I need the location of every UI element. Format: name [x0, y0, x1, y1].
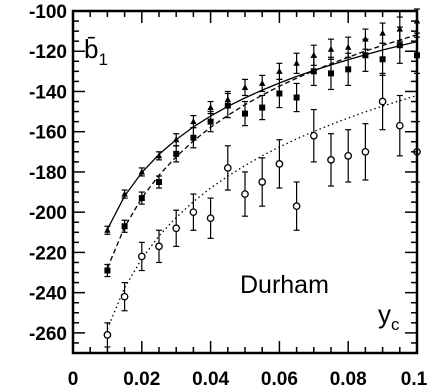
data-point-square — [138, 195, 145, 202]
y-tick-label: -220 — [29, 243, 67, 264]
y-tick-label: -160 — [29, 123, 67, 144]
data-point-circle — [395, 121, 404, 130]
data-point-triangle — [276, 67, 283, 74]
y-axis-label: b̄1 — [84, 34, 108, 69]
data-point-triangle — [310, 51, 317, 58]
data-point-square — [345, 66, 352, 73]
data-point-square — [293, 94, 300, 101]
data-point-square — [104, 267, 111, 274]
data-point-square — [328, 70, 334, 77]
data-point-circle — [120, 292, 129, 301]
y-tick-label: -260 — [29, 324, 67, 345]
x-tick-label: 0.08 — [330, 369, 367, 387]
data-point-triangle — [190, 118, 197, 125]
data-point-triangle — [396, 25, 403, 32]
data-point-circle — [361, 147, 370, 156]
axis-ticks — [72, 10, 418, 354]
data-point-triangle — [104, 226, 111, 233]
data-point-circle — [155, 242, 163, 251]
data-point-circle — [309, 131, 318, 140]
data-point-triangle — [293, 59, 300, 66]
x-axis-label: yc — [378, 299, 400, 334]
y-tick-label: -180 — [29, 163, 67, 184]
data-point-circle — [241, 190, 249, 198]
data-point-square — [276, 90, 283, 97]
data-point-circle — [292, 202, 301, 210]
data-point-square — [207, 118, 214, 125]
data-point-circle — [344, 151, 353, 160]
data-point-circle — [189, 208, 198, 217]
data-point-circle — [378, 97, 387, 106]
data-point-square — [242, 110, 248, 117]
y-tick-label: -120 — [29, 42, 67, 63]
y-tick-label: -100 — [29, 2, 67, 23]
x-tick-label: 0.1 — [401, 369, 428, 387]
data-point-circle — [223, 164, 232, 172]
data-point-circle — [206, 214, 215, 223]
data-point-triangle — [241, 83, 249, 90]
x-tick-label: 0.06 — [261, 369, 298, 387]
data-point-triangle — [138, 168, 145, 175]
data-point-circle — [103, 331, 112, 339]
data-point-triangle — [379, 29, 386, 36]
x-tick-label: 0 — [68, 369, 79, 387]
y-tick-label: -200 — [29, 203, 67, 224]
data-point-square — [259, 104, 266, 111]
data-point-triangle — [173, 136, 180, 143]
data-point-circle — [327, 156, 335, 164]
data-point-square — [121, 223, 128, 230]
data-point-square — [379, 56, 386, 63]
data-point-square — [156, 179, 162, 185]
x-tick-label: 0.04 — [192, 369, 229, 387]
data-point-square — [396, 42, 403, 49]
data-point-triangle — [362, 35, 369, 42]
data-point-square — [173, 150, 180, 157]
data-point-square — [362, 52, 369, 59]
data-point-triangle — [327, 45, 335, 52]
data-point-triangle — [259, 79, 266, 86]
data-point-square — [190, 134, 197, 141]
data-point-circle — [275, 160, 284, 168]
y-tick-label: -140 — [29, 82, 67, 103]
data-point-triangle — [155, 152, 163, 159]
data-point-square — [224, 102, 231, 109]
data-point-circle — [172, 224, 181, 233]
y-tick-label: -240 — [29, 284, 67, 305]
data-point-circle — [137, 252, 146, 261]
data-point-triangle — [207, 104, 214, 111]
fit-curve-dashed — [106, 34, 418, 269]
scheme-annotation: Durham — [240, 271, 329, 299]
data-point-square — [310, 68, 317, 75]
data-point-circle — [258, 178, 267, 186]
x-tick-label: 0.02 — [123, 369, 160, 387]
tick-labels: 0 0.02 0.04 0.06 0.08 0.1 -260 -240 -220 -200 -180… — [29, 2, 428, 387]
data-point-triangle — [224, 96, 231, 103]
data-point-triangle — [345, 43, 352, 50]
data-point-triangle — [121, 190, 128, 197]
